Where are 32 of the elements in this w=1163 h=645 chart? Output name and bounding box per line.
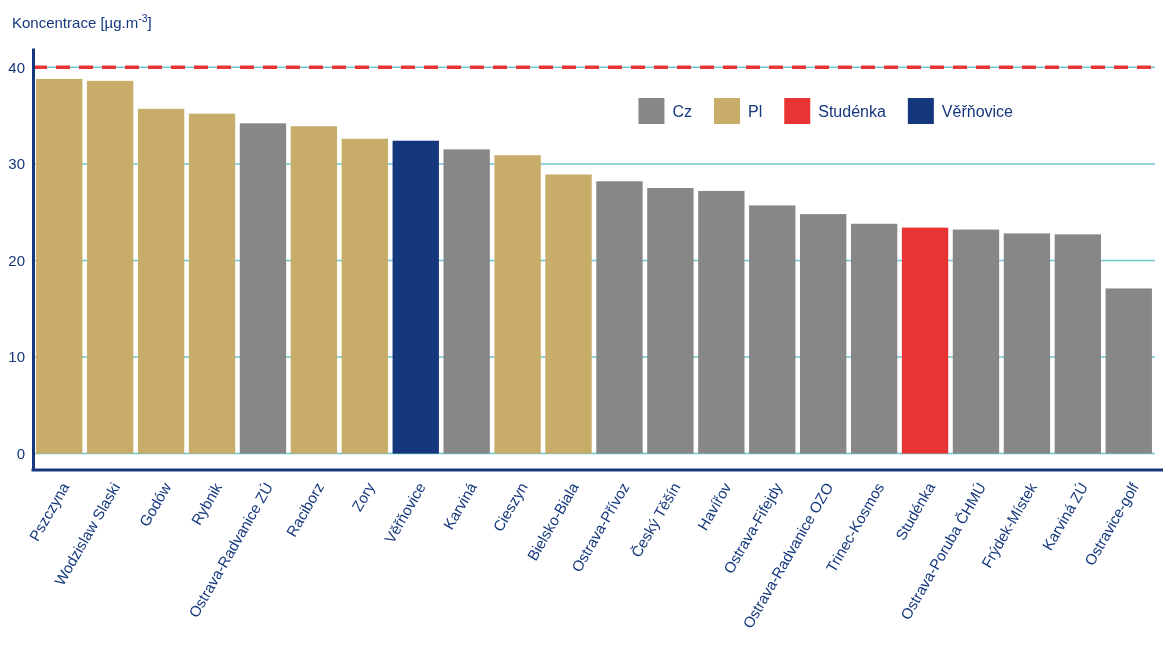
bar [800,214,847,454]
bar [86,80,134,454]
bar [1105,288,1152,454]
bar [137,108,185,454]
legend-label: Studénka [818,102,886,120]
bar [290,126,338,454]
y-tick-label: 20 [8,251,25,269]
y-tick-label: 10 [8,348,25,366]
bar [443,149,490,454]
y-tick-label: 40 [8,58,25,76]
legend-label: Věřňovice [941,102,1014,120]
bar [392,140,439,454]
bar [239,123,287,454]
legend-label: Cz [672,102,692,120]
bar [952,229,1000,454]
bar [545,174,592,454]
bar [596,181,643,454]
bar [494,155,541,454]
bar [341,138,388,454]
y-tick-label: 0 [16,444,25,462]
bar [850,223,898,454]
bar [901,227,949,454]
y-tick-label: 30 [8,155,25,173]
bar [1054,234,1102,454]
legend-label: Pl [748,102,763,120]
bar [698,190,745,454]
bar [1003,233,1051,454]
bar [647,188,694,454]
bar [188,113,236,454]
y-axis-title: Koncentrace [µg.m$^{-3}$] [12,12,152,31]
bar [36,78,83,454]
bar [749,205,796,454]
